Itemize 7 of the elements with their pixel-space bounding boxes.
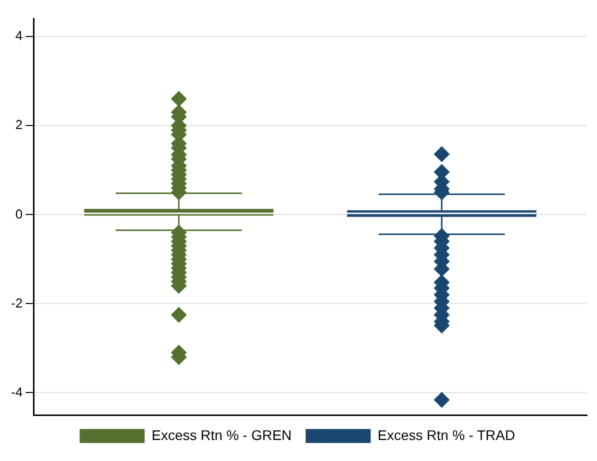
y-tick-label: 2: [15, 117, 23, 132]
y-tick-label: 4: [15, 28, 23, 44]
y-tick-label: -2: [10, 295, 23, 310]
y-tick-label: -4: [10, 384, 23, 400]
legend-label: Excess Rtn % - TRAD: [378, 426, 516, 443]
y-tick-label: 0: [15, 206, 23, 222]
legend-label: Excess Rtn % - GREN: [152, 426, 292, 443]
